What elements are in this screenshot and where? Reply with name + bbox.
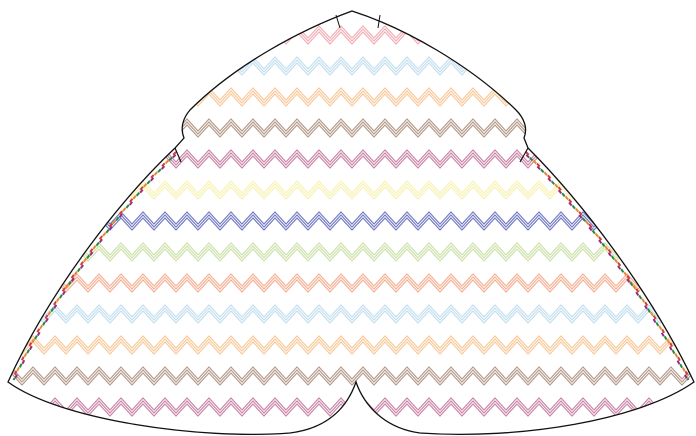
chevron-line <box>8 248 694 262</box>
chevron-line <box>8 338 694 352</box>
chevron-band <box>8 56 694 76</box>
chevron-band <box>8 242 694 262</box>
chevron-band <box>8 397 694 417</box>
right-trim-stitch <box>523 151 690 381</box>
right-shoulder-mark <box>519 147 529 163</box>
left-shoulder-mark <box>174 147 182 163</box>
chevron-band <box>8 118 694 138</box>
chevron-band <box>8 180 694 200</box>
chevron-band <box>8 335 694 355</box>
chevron-band <box>8 25 694 45</box>
chevron-band <box>8 304 694 324</box>
chevron-line <box>8 276 694 290</box>
chevron-band <box>8 87 694 107</box>
chevron-band <box>8 366 694 386</box>
chevron-line <box>8 369 694 383</box>
chevron-line <box>8 372 694 386</box>
chevron-line <box>8 242 694 256</box>
chevron-line <box>8 366 694 380</box>
chevron-line <box>8 273 694 287</box>
chevron-line <box>8 307 694 321</box>
kite-outline <box>7 10 695 436</box>
chevron-line <box>8 245 694 259</box>
chevron-line <box>8 304 694 318</box>
left-trim-stitch <box>13 151 180 381</box>
chevron-band <box>8 149 694 169</box>
chevron-line <box>8 335 694 349</box>
chevron-line <box>8 310 694 324</box>
chevron-line <box>8 279 694 293</box>
chevron-line <box>8 341 694 355</box>
right-trim-stitch <box>522 151 689 381</box>
chevron-band <box>8 273 694 293</box>
right-trim-stitch <box>524 151 691 381</box>
right-trim-stitch <box>525 151 691 381</box>
left-trim-stitch <box>11 151 178 381</box>
edge-trim <box>11 151 691 381</box>
top-notch <box>335 14 381 29</box>
